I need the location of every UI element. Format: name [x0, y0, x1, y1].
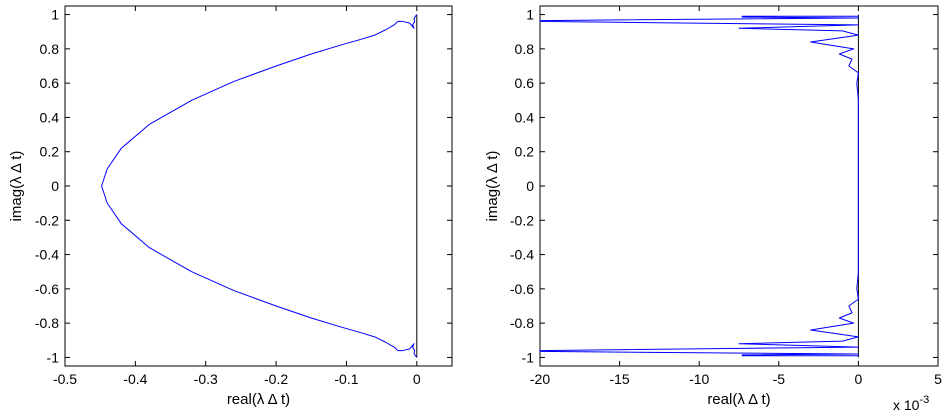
- y-tick-label: -1: [522, 349, 535, 365]
- multiplier-exponent: -3: [919, 394, 929, 406]
- x-tick-label: -0.2: [264, 371, 288, 387]
- y-tick-label: 0: [51, 178, 59, 194]
- x-tick-label: 0: [413, 371, 421, 387]
- x-tick-label: -5: [773, 371, 786, 387]
- x-axis-multiplier: x 10-3: [893, 394, 929, 413]
- right-panel: -20 -15 -10 -5 0 5 1 0.8 0.6 0.4 0.2 0 -0.2 -0.4 -0.6 -…: [484, 5, 942, 413]
- y-tick-label: 1: [51, 7, 59, 23]
- y-tick-label: -1: [47, 349, 60, 365]
- y-tick-label: -0.2: [510, 212, 534, 228]
- y-tick-label: 1: [526, 7, 534, 23]
- axes-frame: [64, 5, 453, 367]
- x-tick-label: -15: [609, 371, 629, 387]
- x-axis-label: real(λ Δ t): [227, 391, 290, 408]
- y-tick-label: -0.8: [510, 315, 534, 331]
- x-tick-label: -20: [530, 371, 550, 387]
- y-tick-label: -0.2: [35, 212, 59, 228]
- y-tick-label: 0.4: [40, 109, 60, 125]
- y-axis-label: imag(λ Δ t): [8, 151, 25, 222]
- x-tick-label: 0: [855, 371, 863, 387]
- y-tick-label: -0.6: [510, 281, 534, 297]
- y-tick-label: -0.8: [35, 315, 59, 331]
- y-axis-label: imag(λ Δ t): [484, 151, 501, 222]
- y-tick-label: 0.8: [40, 41, 60, 57]
- series-line: [101, 14, 418, 358]
- x-tick-label: -0.5: [53, 371, 77, 387]
- y-tick-label: 0.8: [515, 41, 535, 57]
- y-tick-label: -0.4: [35, 247, 59, 263]
- y-tick-label: 0.4: [515, 109, 535, 125]
- y-tick-label: 0.6: [515, 75, 535, 91]
- axes-frame: [539, 5, 939, 367]
- x-tick-label: -0.3: [194, 371, 218, 387]
- x-tick-label: -0.1: [334, 371, 358, 387]
- x-tick-label: -10: [689, 371, 709, 387]
- y-tick-label: 0: [526, 178, 534, 194]
- y-tick-label: -0.6: [35, 281, 59, 297]
- y-tick-label: 0.2: [40, 144, 60, 160]
- y-tick-label: 0.6: [40, 75, 60, 91]
- x-tick-label: 5: [934, 371, 942, 387]
- x-tick-label: -0.4: [123, 371, 147, 387]
- y-tick-label: 0.2: [515, 144, 535, 160]
- y-tick-label: -0.4: [510, 247, 534, 263]
- x-axis-label: real(λ Δ t): [707, 391, 770, 408]
- multiplier-base: x 10: [893, 397, 920, 413]
- series-line: [539, 15, 859, 357]
- left-panel: -0.5 -0.4 -0.3 -0.2 -0.1 0 1 0.8 0.6 0.4 0.2 0 -0.2 -…: [8, 5, 453, 408]
